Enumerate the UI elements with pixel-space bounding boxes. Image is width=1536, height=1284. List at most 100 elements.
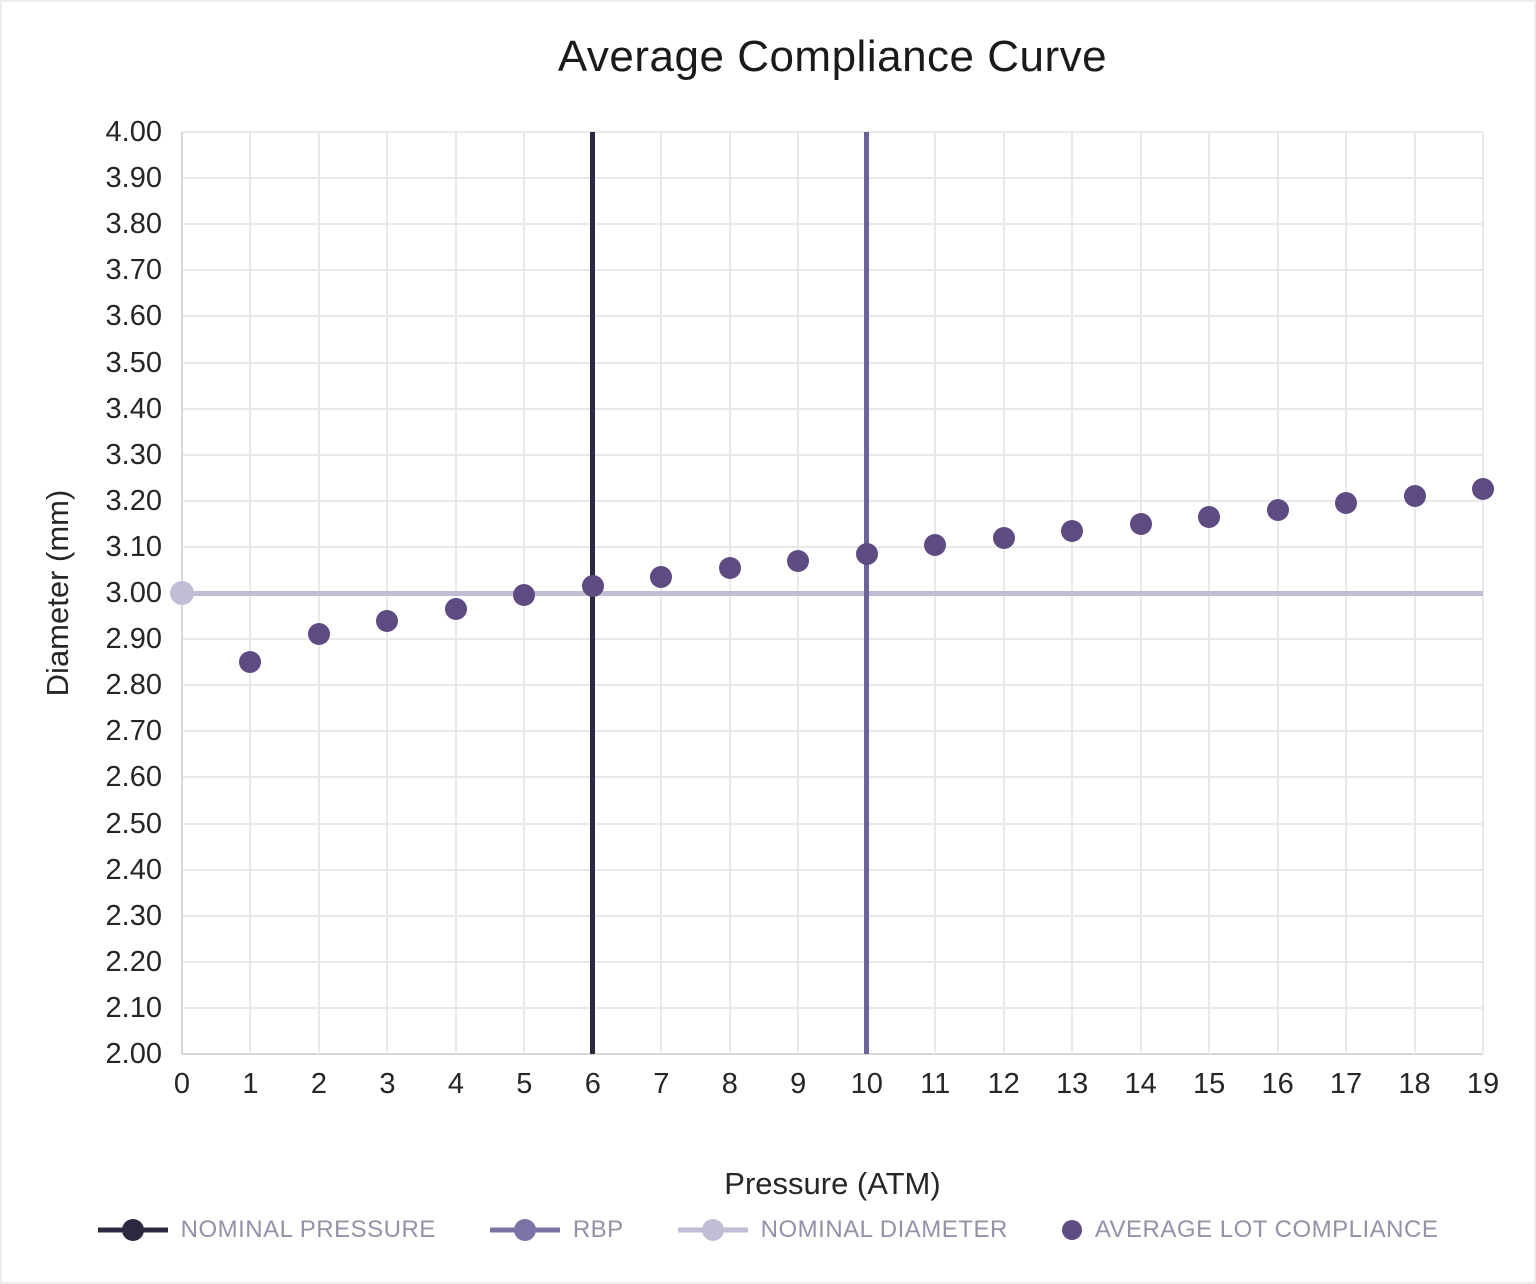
y-gridline — [182, 499, 1483, 502]
y-gridline — [182, 730, 1483, 733]
x-tick-label: 6 — [584, 1068, 601, 1100]
y-tick-label: 3.90 — [105, 162, 162, 195]
legend-item-rbp: RBP — [489, 1216, 624, 1244]
average-lot-compliance-point — [581, 575, 604, 598]
x-axis-title: Pressure (ATM) — [724, 1166, 941, 1201]
x-tick-label: 18 — [1398, 1068, 1431, 1100]
legend-item-nominal-pressure-swatch — [97, 1218, 168, 1242]
x-tick-label: 13 — [1056, 1068, 1089, 1100]
y-tick-label: 3.20 — [105, 484, 162, 517]
average-lot-compliance-point — [787, 549, 810, 572]
average-lot-compliance-point — [1266, 499, 1289, 522]
x-tick-label: 8 — [721, 1068, 738, 1100]
x-tick-label: 11 — [920, 1068, 951, 1100]
y-tick-label: 3.30 — [105, 438, 162, 471]
legend-item-rbp-label: RBP — [572, 1216, 624, 1243]
x-tick-label: 5 — [516, 1068, 533, 1100]
y-tick-label: 2.20 — [105, 945, 162, 978]
nominal-diameter-line — [182, 590, 1483, 596]
x-gridline — [1482, 132, 1484, 1054]
average-lot-compliance-point — [444, 598, 467, 621]
legend-item-nominal-pressure-swatch-marker — [121, 1219, 144, 1241]
y-gridline — [182, 453, 1483, 456]
y-gridline — [182, 177, 1483, 180]
y-tick-label: 2.10 — [105, 991, 162, 1024]
x-tick-label: 2 — [310, 1068, 327, 1100]
y-gridline — [182, 684, 1483, 687]
average-lot-compliance-point — [1061, 519, 1084, 542]
y-gridline — [182, 822, 1483, 825]
x-tick-label: 3 — [379, 1068, 396, 1100]
average-lot-compliance-point — [307, 623, 330, 646]
y-gridline — [182, 960, 1483, 963]
legend-item-nominal-diameter-swatch — [677, 1218, 748, 1242]
legend-item-rbp-swatch-marker — [513, 1219, 536, 1241]
y-gridline — [182, 638, 1483, 641]
y-tick-label: 3.40 — [105, 392, 162, 425]
y-tick-label: 3.60 — [105, 300, 162, 333]
y-tick-label: 2.60 — [105, 761, 162, 794]
legend-item-nominal-pressure: NOMINAL PRESSURE — [97, 1216, 436, 1244]
legend-item-nominal-diameter: NOMINAL DIAMETER — [677, 1216, 1008, 1244]
y-gridline — [182, 868, 1483, 871]
x-tick-label: 0 — [173, 1068, 191, 1100]
y-gridline — [182, 914, 1483, 917]
y-gridline — [182, 361, 1483, 364]
y-tick-label: 4.00 — [105, 116, 162, 148]
y-tick-label: 3.50 — [105, 346, 162, 379]
y-gridline — [182, 269, 1483, 272]
y-tick-label: 3.00 — [105, 577, 162, 609]
y-gridline — [182, 776, 1483, 779]
x-tick-label: 12 — [987, 1068, 1020, 1100]
average-lot-compliance-point — [1335, 492, 1358, 515]
chart-legend: NOMINAL PRESSURE RBP NOMINAL DIAMETER AVERA… — [2, 1216, 1534, 1244]
y-tick-label: 2.80 — [105, 669, 162, 702]
legend-item-rbp-swatch — [489, 1218, 560, 1242]
average-lot-compliance-point — [1403, 485, 1426, 508]
y-gridline — [182, 131, 1483, 133]
legend-item-average-lot-compliance: AVERAGE LOT COMPLIANCE — [1061, 1216, 1439, 1244]
average-lot-compliance-point — [1472, 478, 1494, 501]
y-gridline — [182, 407, 1483, 410]
x-tick-label: 7 — [653, 1068, 670, 1100]
average-lot-compliance-point — [513, 584, 536, 607]
legend-item-average-lot-compliance-label: AVERAGE LOT COMPLIANCE — [1094, 1216, 1439, 1243]
plot-area — [170, 131, 1494, 1055]
y-tick-label: 3.70 — [105, 254, 162, 287]
chart-title: Average Compliance Curve — [557, 32, 1108, 81]
average-lot-compliance-point — [855, 542, 878, 565]
legend-item-nominal-diameter-label: NOMINAL DIAMETER — [760, 1216, 1008, 1243]
average-lot-compliance-point — [239, 651, 262, 674]
average-lot-compliance-point — [650, 565, 673, 588]
x-tick-label: 17 — [1329, 1068, 1363, 1100]
y-gridline — [182, 1053, 1483, 1055]
y-gridline — [182, 223, 1483, 226]
y-tick-label: 3.80 — [105, 208, 162, 241]
average-lot-compliance-point — [376, 609, 399, 632]
x-tick-label: 4 — [447, 1068, 464, 1100]
legend-item-nominal-pressure-label: NOMINAL PRESSURE — [180, 1216, 436, 1243]
average-lot-compliance-point — [992, 526, 1015, 549]
x-tick-label: 9 — [790, 1068, 807, 1100]
y-tick-label: 2.90 — [105, 623, 162, 656]
y-gridline — [182, 545, 1483, 548]
nominal-diameter-marker — [170, 581, 194, 605]
x-tick-label: 19 — [1466, 1068, 1500, 1100]
y-tick-label: 2.30 — [105, 899, 162, 932]
x-tick-label: 15 — [1192, 1068, 1226, 1100]
average-lot-compliance-point — [1129, 512, 1152, 535]
y-gridline — [182, 315, 1483, 318]
legend-item-average-lot-compliance-swatch-marker — [1061, 1220, 1082, 1240]
x-tick-label: 16 — [1261, 1068, 1294, 1100]
y-tick-label: 2.50 — [105, 807, 162, 840]
y-tick-label: 2.70 — [105, 715, 162, 748]
y-tick-label: 2.40 — [105, 853, 162, 886]
rbp-line — [864, 132, 870, 1054]
average-lot-compliance-point — [718, 556, 741, 579]
y-gridline — [182, 1006, 1483, 1009]
average-lot-compliance-point — [1198, 505, 1221, 528]
y-tick-label: 2.00 — [105, 1038, 162, 1070]
x-tick-label: 1 — [242, 1068, 259, 1100]
x-tick-label: 10 — [850, 1068, 883, 1100]
